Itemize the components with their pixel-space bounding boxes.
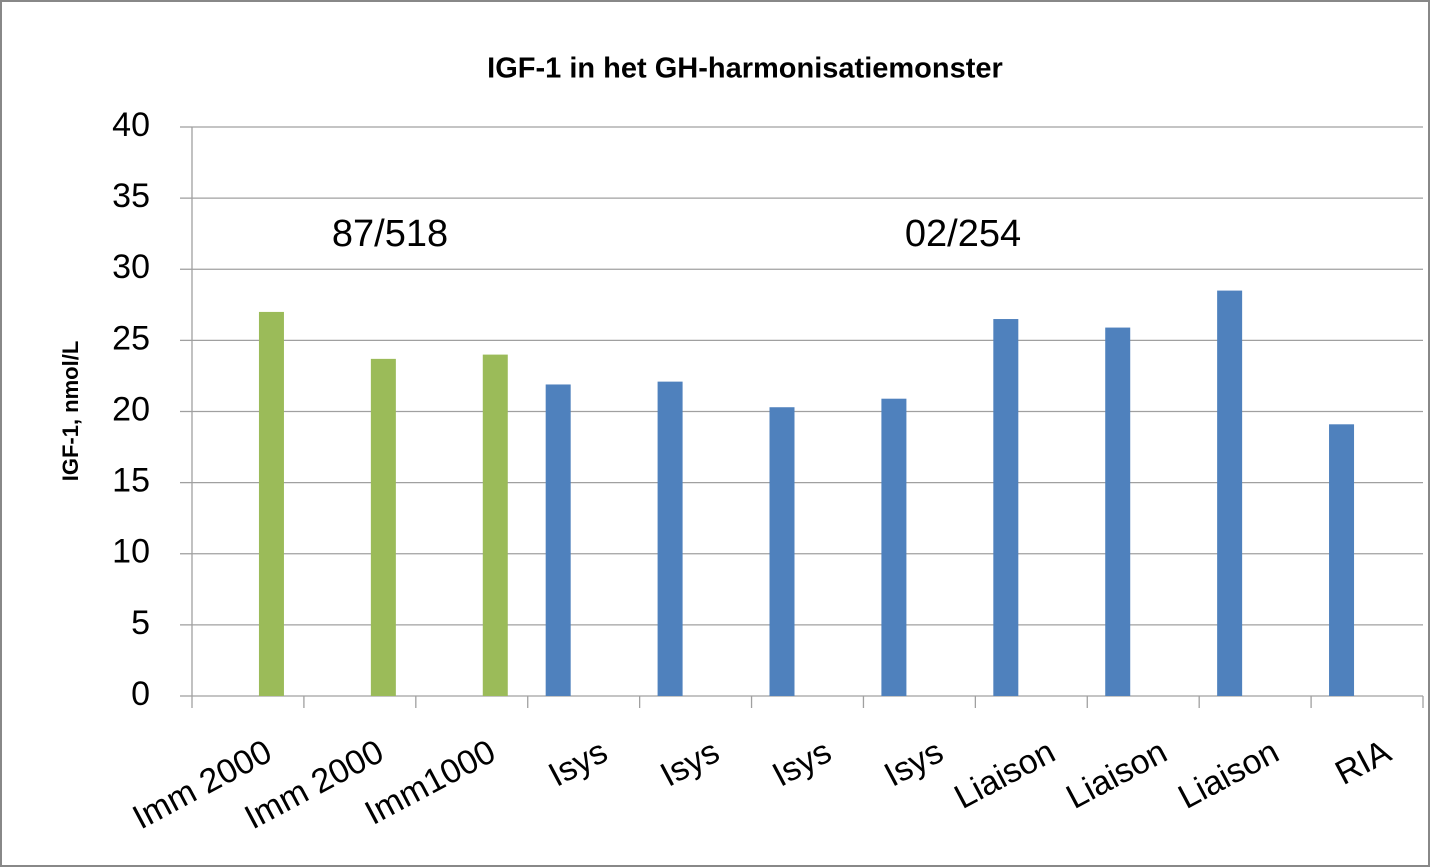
y-tick-label: 40 [112, 106, 150, 144]
bar [482, 354, 508, 696]
y-tick-label: 10 [112, 533, 150, 571]
bar [1217, 290, 1243, 696]
y-axis-label: IGF-1, nmol/L [58, 341, 83, 482]
bar [881, 398, 907, 696]
chart-title: IGF-1 in het GH-harmonisatiemonster [487, 53, 1003, 85]
annotation: 87/518 [332, 213, 448, 255]
bar [657, 381, 683, 696]
y-tick-label: 25 [112, 319, 150, 357]
bar [993, 319, 1019, 696]
y-tick-label: 20 [112, 390, 150, 428]
bar [545, 384, 571, 696]
bar [1329, 424, 1355, 696]
y-tick-label: 35 [112, 177, 150, 215]
bar [258, 311, 284, 696]
bar [769, 407, 795, 696]
annotation: 02/254 [905, 213, 1021, 255]
bar [370, 358, 396, 696]
y-tick-label: 15 [112, 462, 150, 500]
y-tick-label: 0 [131, 675, 150, 713]
y-tick-label: 5 [131, 604, 150, 642]
bar [1105, 327, 1131, 696]
y-tick-label: 30 [112, 248, 150, 286]
